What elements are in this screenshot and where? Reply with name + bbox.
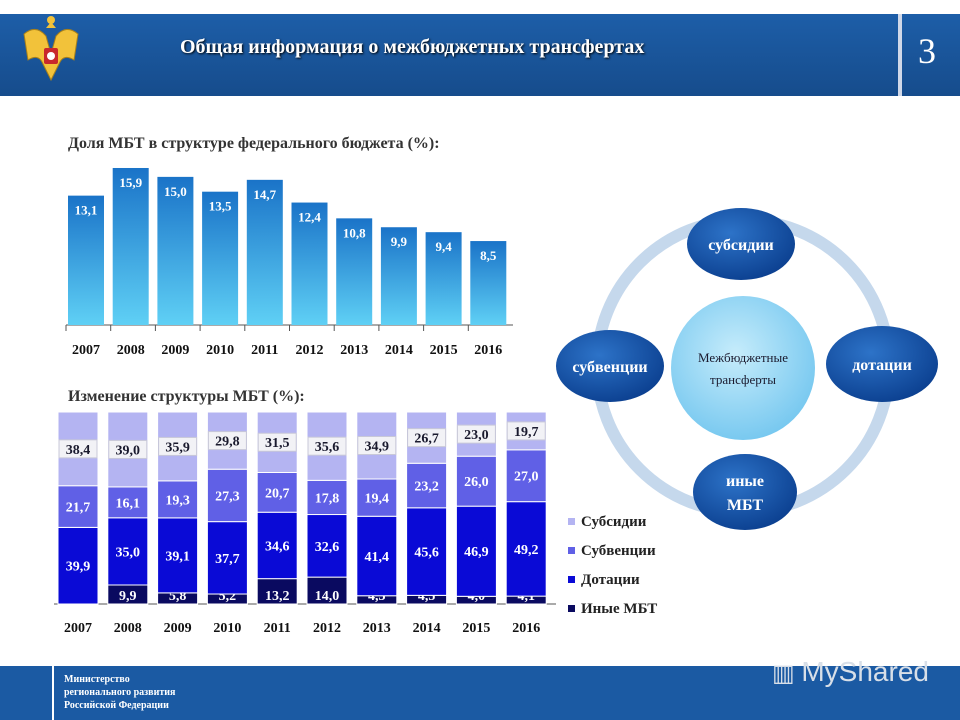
chart1-title: Доля МБТ в структуре федерального бюджет… [68, 135, 440, 152]
diagram-center-label-2: трансферты [710, 372, 776, 387]
footer-bar [0, 666, 960, 720]
diagram-node-dotations [826, 326, 938, 402]
diagram-node-other [693, 454, 797, 530]
ministry-line-2: регионального развития [64, 687, 176, 698]
footer-divider [52, 666, 54, 720]
diagram-node-other-label-2: МБТ [727, 497, 763, 514]
diagram-node-other-label-1: иные [726, 473, 764, 490]
diagram-node-dotations-label: дотации [852, 357, 912, 374]
page-number: 3 [918, 31, 936, 71]
chart2-title: Изменение структуры МБТ (%): [68, 388, 305, 405]
ministry-line-1: Министерство [64, 674, 130, 685]
coat-of-arms-icon [23, 16, 79, 82]
header-divider [898, 14, 902, 96]
watermark: ▥ MyShared [772, 656, 929, 688]
watermark-icon: ▥ [772, 660, 802, 687]
diagram-node-subventions-label: субвенции [572, 359, 647, 376]
diagram-node-subsidies-label: субсидии [708, 237, 774, 254]
ministry-line-3: Российской Федерации [64, 700, 169, 711]
diagram-node-subsidies [687, 208, 795, 280]
diagram-center-circle [671, 296, 815, 440]
ministry-name: Министерство регионального развития Росс… [64, 673, 264, 712]
watermark-text: MyShared [801, 656, 929, 687]
page-title: Общая информация о межбюджетных трансфер… [180, 36, 645, 58]
header-bar [0, 14, 960, 96]
diagram-node-subventions [556, 330, 664, 402]
diagram-center-label: Межбюджетные [698, 350, 788, 365]
